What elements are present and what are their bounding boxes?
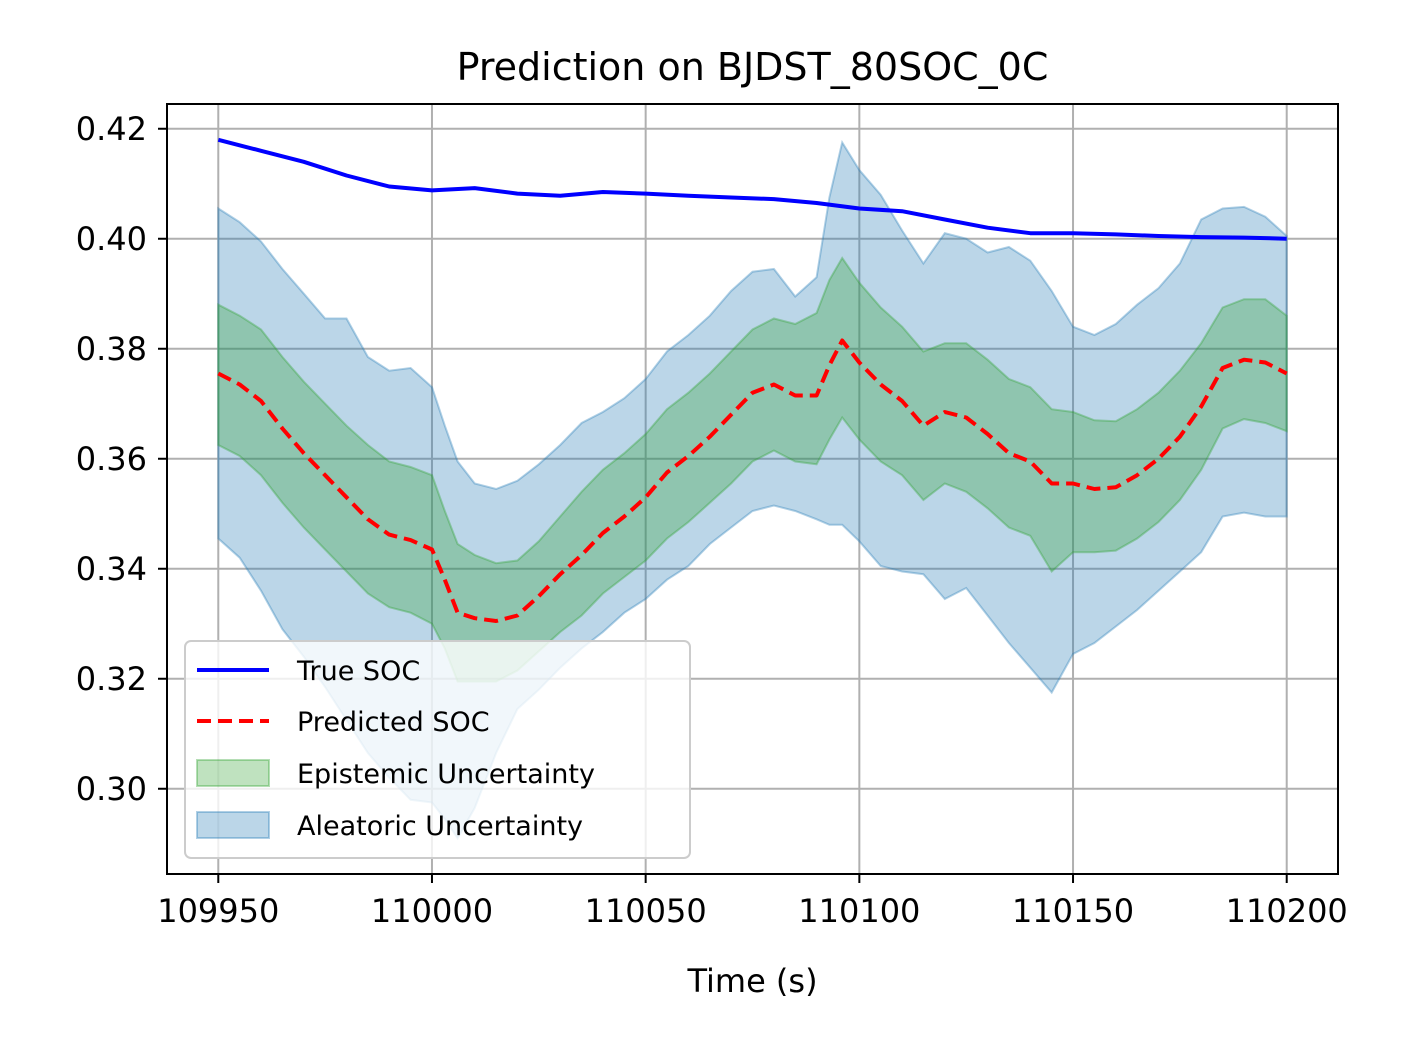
- y-tick-label: 0.34: [76, 550, 147, 588]
- y-tick-label: 0.36: [76, 440, 147, 478]
- lines-layer: [217, 137, 1288, 623]
- x-tick-label: 110000: [371, 892, 493, 930]
- epistemic-uncertainty-band: [217, 256, 1288, 683]
- plot-frame: [166, 103, 1339, 875]
- x-tick-label: 109950: [157, 892, 279, 930]
- x-tick-label: 110150: [1012, 892, 1134, 930]
- legend-label-aleatoric: Aleatoric Uncertainty: [297, 811, 583, 842]
- y-tick-label: 0.40: [76, 220, 147, 258]
- x-tick-label: 110050: [585, 892, 707, 930]
- y-tick-label: 0.42: [76, 110, 147, 148]
- legend: True SOC Predicted SOC Epistemic Uncertain…: [184, 640, 691, 859]
- epistemic-band-layer: [217, 256, 1288, 683]
- y-tick-label: 0.30: [76, 770, 147, 808]
- legend-label-true-soc: True SOC: [296, 656, 420, 687]
- x-axis-label: Time (s): [686, 962, 817, 1000]
- chart-title: Prediction on BJDST_80SOC_0C: [457, 45, 1049, 89]
- y-tick-label: 0.38: [76, 330, 147, 368]
- true-soc-line: [217, 137, 1287, 241]
- legend-handle-aleatoric: [196, 811, 270, 839]
- ticks: 109950 110000 110050 110100 110150 110200 0.30…: [76, 110, 1348, 930]
- legend-handle-epistemic: [196, 759, 270, 787]
- legend-label-epistemic: Epistemic Uncertainty: [297, 759, 595, 790]
- predicted-soc-line: [217, 338, 1288, 623]
- x-tick-label: 110200: [1226, 892, 1348, 930]
- legend-label-predicted-soc: Predicted SOC: [297, 707, 490, 738]
- x-tick-label: 110100: [798, 892, 920, 930]
- y-tick-label: 0.32: [76, 660, 147, 698]
- legend-box: [184, 640, 691, 859]
